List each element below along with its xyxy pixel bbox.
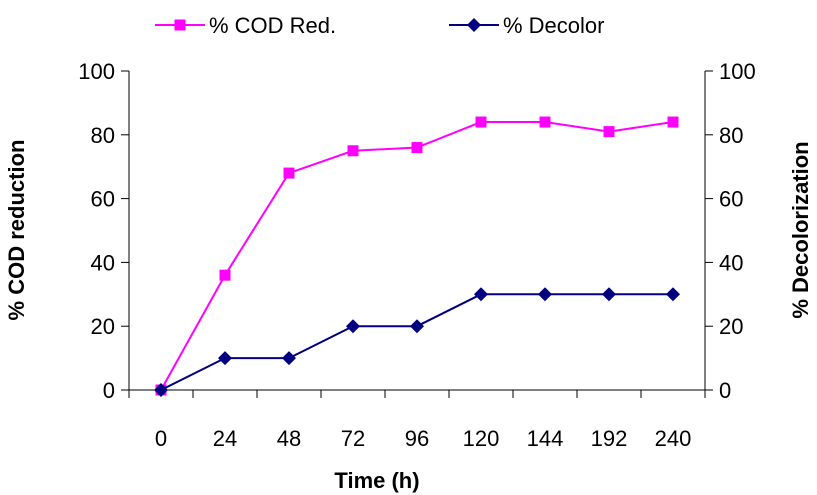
x-tick-label: 24 — [213, 426, 237, 451]
y-tick-label-left: 40 — [91, 250, 115, 275]
data-point — [475, 116, 487, 128]
legend-marker — [467, 18, 481, 32]
data-point — [283, 167, 295, 179]
x-tick-label: 144 — [527, 426, 564, 451]
y-tick-label-right: 60 — [719, 187, 743, 212]
legend-marker — [174, 19, 186, 31]
data-point — [410, 319, 424, 334]
y-tick-label-left: 100 — [78, 59, 115, 84]
legend-label: % COD Red. — [209, 13, 336, 38]
data-point — [667, 116, 679, 128]
x-tick-label: 48 — [277, 426, 301, 451]
y-tick-label-left: 20 — [91, 314, 115, 339]
series-0 — [155, 116, 679, 396]
x-tick-label: 96 — [405, 426, 429, 451]
series-line — [160, 293, 673, 391]
x-axis-title: Time (h) — [334, 468, 419, 493]
series-layer — [154, 116, 680, 397]
data-point — [666, 287, 680, 302]
data-point — [218, 351, 232, 366]
y-axis-title-left: % COD reduction — [4, 140, 29, 321]
data-point — [154, 383, 168, 397]
data-point — [539, 116, 551, 128]
x-tick-label: 192 — [591, 426, 628, 451]
legend-item-0: % COD Red. — [155, 13, 336, 38]
y-tick-label-left: 60 — [91, 187, 115, 212]
axes: 0 0 20 20 40 40 60 60 80 80 100 100 0 24 48 72 96 120 144 1… — [78, 59, 755, 451]
x-tick-label: 72 — [341, 426, 365, 451]
x-tick-label: 0 — [155, 426, 167, 451]
y-tick-label-right: 0 — [719, 378, 731, 403]
data-point — [538, 287, 552, 302]
y-tick-label-right: 40 — [719, 250, 743, 275]
series-1 — [154, 287, 680, 397]
data-point — [347, 145, 359, 157]
data-point — [219, 269, 231, 281]
y-tick-label-right: 20 — [719, 314, 743, 339]
data-point — [474, 287, 488, 302]
y-tick-label-left: 80 — [91, 123, 115, 148]
legend: % COD Red. % Decolor — [155, 13, 604, 38]
data-point — [282, 351, 296, 366]
data-point — [603, 126, 615, 138]
y-tick-label-left: 0 — [103, 378, 115, 403]
data-point — [411, 142, 423, 154]
y-axis-title-right: % Decolorization — [788, 141, 813, 318]
data-point — [346, 319, 360, 334]
series-line — [160, 121, 674, 391]
y-tick-label-right: 100 — [719, 59, 756, 84]
x-tick-label: 120 — [463, 426, 500, 451]
legend-item-1: % Decolor — [449, 13, 604, 38]
legend-label: % Decolor — [503, 13, 604, 38]
x-tick-label: 240 — [655, 426, 692, 451]
y-tick-label-right: 80 — [719, 123, 743, 148]
data-point — [602, 287, 616, 302]
